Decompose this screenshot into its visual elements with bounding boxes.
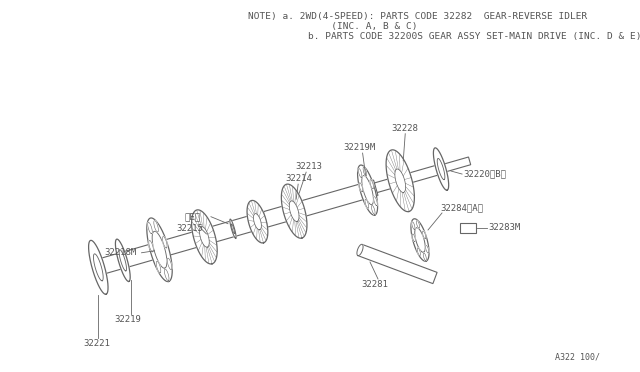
- Polygon shape: [147, 218, 172, 282]
- Text: 32284（A）: 32284（A）: [440, 203, 483, 212]
- Polygon shape: [417, 221, 420, 228]
- Polygon shape: [264, 180, 378, 227]
- Text: 32281: 32281: [362, 280, 388, 289]
- Polygon shape: [154, 221, 158, 232]
- Polygon shape: [191, 210, 217, 264]
- Polygon shape: [156, 261, 161, 273]
- Text: 32219M: 32219M: [344, 143, 376, 152]
- Polygon shape: [88, 240, 108, 294]
- Polygon shape: [163, 237, 167, 248]
- Polygon shape: [148, 222, 152, 234]
- Polygon shape: [411, 219, 429, 261]
- Polygon shape: [374, 197, 377, 206]
- Text: 32219: 32219: [115, 315, 141, 324]
- Polygon shape: [247, 201, 268, 243]
- Polygon shape: [422, 231, 426, 238]
- Text: 32221: 32221: [83, 339, 109, 348]
- Polygon shape: [412, 234, 415, 241]
- Text: NOTE) a. 2WD(4-SPEED): PARTS CODE 32282  GEAR-REVERSE IDLER: NOTE) a. 2WD(4-SPEED): PARTS CODE 32282 …: [248, 12, 588, 21]
- Polygon shape: [371, 205, 375, 214]
- Polygon shape: [433, 148, 449, 190]
- Text: (INC. A, B & C): (INC. A, B & C): [268, 22, 417, 31]
- Text: 32220（B）: 32220（B）: [463, 170, 506, 179]
- Polygon shape: [386, 150, 414, 212]
- Polygon shape: [167, 258, 172, 270]
- Text: A322 100/: A322 100/: [555, 353, 600, 362]
- Polygon shape: [423, 253, 426, 260]
- Text: （E）: （E）: [185, 212, 201, 221]
- Polygon shape: [365, 199, 369, 208]
- Polygon shape: [426, 246, 429, 253]
- Polygon shape: [230, 219, 236, 238]
- Polygon shape: [358, 169, 362, 177]
- Polygon shape: [357, 244, 363, 256]
- Polygon shape: [359, 183, 363, 192]
- Polygon shape: [370, 180, 374, 189]
- Text: 32213: 32213: [296, 162, 323, 171]
- Text: 32218M: 32218M: [104, 248, 137, 257]
- Polygon shape: [100, 212, 268, 274]
- Polygon shape: [115, 239, 130, 282]
- Polygon shape: [164, 269, 169, 280]
- Text: b. PARTS CODE 32200S GEAR ASSY SET-MAIN DRIVE (INC. D & E): b. PARTS CODE 32200S GEAR ASSY SET-MAIN …: [262, 32, 640, 41]
- Polygon shape: [148, 240, 154, 252]
- Text: 32214: 32214: [285, 174, 312, 183]
- Polygon shape: [417, 248, 420, 256]
- Polygon shape: [358, 244, 437, 283]
- Text: 32228: 32228: [392, 124, 419, 133]
- Polygon shape: [440, 157, 470, 173]
- Polygon shape: [412, 222, 415, 230]
- Polygon shape: [358, 165, 378, 215]
- Polygon shape: [282, 184, 307, 238]
- Polygon shape: [363, 167, 367, 176]
- Text: 32215: 32215: [176, 224, 203, 233]
- Text: 32283M: 32283M: [488, 224, 520, 232]
- Polygon shape: [460, 223, 476, 233]
- Polygon shape: [374, 164, 442, 193]
